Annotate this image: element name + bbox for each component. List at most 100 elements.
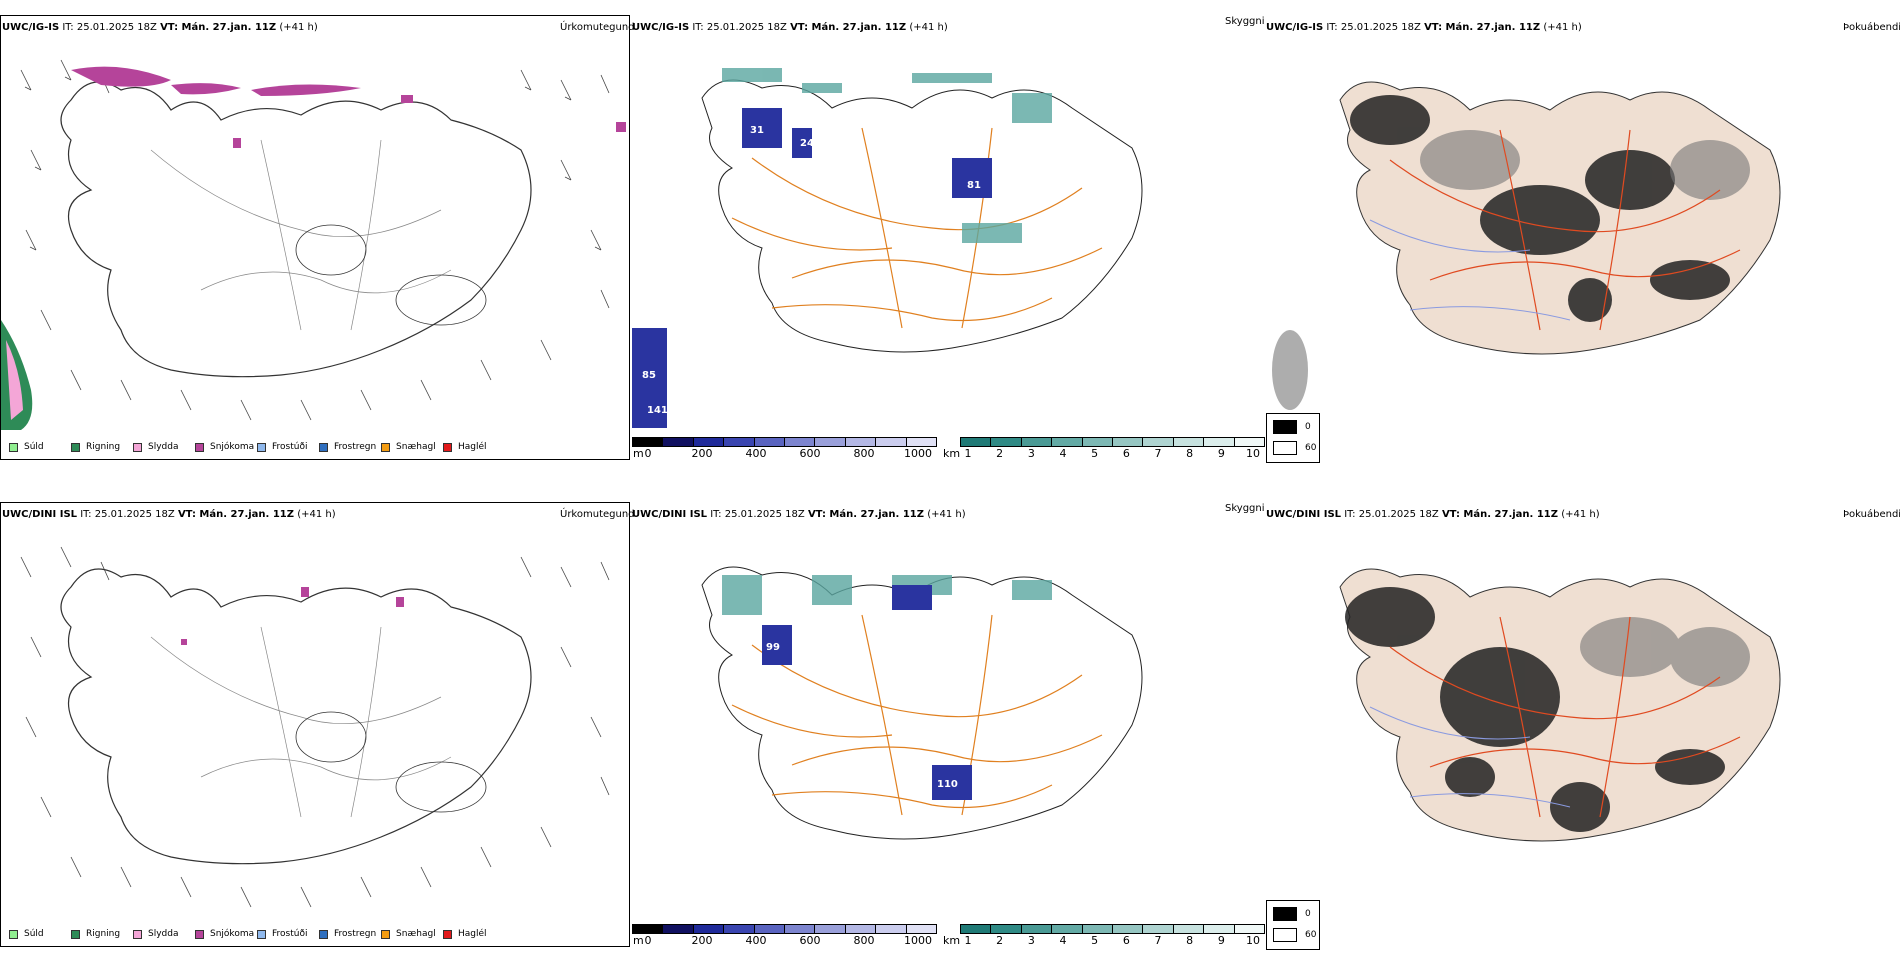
fog-map xyxy=(1339,568,1781,842)
colorbar-tick-label: 1000 xyxy=(904,934,932,947)
colorbar-tick-label: 800 xyxy=(853,447,875,460)
colorbar-tick-label: 10 xyxy=(1246,934,1260,947)
header-visibility: UWC/DINI ISL IT: 25.01.2025 18Z VT: Mán.… xyxy=(632,509,966,520)
colorbar-segment xyxy=(1234,438,1265,446)
legend-label: Slydda xyxy=(148,442,179,452)
colorbar-tick-label: 200 xyxy=(691,447,713,460)
colorbar-segment xyxy=(754,438,786,446)
colorbar-tick-label: 1000 xyxy=(904,447,932,460)
fog-legend: 0 60 xyxy=(1266,900,1320,950)
svg-text:24: 24 xyxy=(800,138,814,149)
colorbar-tick-label: 4 xyxy=(1059,934,1067,947)
colorbar-tick-label: 4 xyxy=(1059,447,1067,460)
visibility-unit: km xyxy=(943,447,961,460)
fog-high-label: 0 xyxy=(1305,422,1311,432)
legend-label: Frostúði xyxy=(272,929,308,939)
header-fog: UWC/DINI ISL IT: 25.01.2025 18Z VT: Mán.… xyxy=(1266,509,1600,520)
ceiling-unit: m xyxy=(633,447,644,460)
colorbar-segment xyxy=(876,438,907,446)
colorbar-tick-label: 8 xyxy=(1186,447,1194,460)
legend-swatch xyxy=(195,442,204,452)
legend-swatch xyxy=(195,929,204,939)
colorbar-segment xyxy=(876,925,907,933)
svg-text:141: 141 xyxy=(647,405,668,416)
legend-item: Snjókoma xyxy=(195,442,257,452)
precip-map xyxy=(1,59,626,430)
colorbar-tick-label: 9 xyxy=(1217,447,1225,460)
svg-text:110: 110 xyxy=(937,779,958,790)
legend-item: Frostúði xyxy=(257,442,319,452)
svg-text:81: 81 xyxy=(967,180,981,191)
wind-barbs xyxy=(20,546,610,908)
colorbar-tick-label: 7 xyxy=(1154,447,1162,460)
fog-low-label: 60 xyxy=(1305,930,1317,940)
legend-label: Snjókoma xyxy=(210,929,255,939)
colorbar-segment xyxy=(1143,438,1174,446)
legend-item: Slydda xyxy=(133,442,195,452)
fog-high-swatch xyxy=(1273,420,1297,434)
fog-high-swatch xyxy=(1273,907,1297,921)
colorbar-segment xyxy=(754,925,786,933)
colorbar-segment xyxy=(906,925,937,933)
legend-swatch xyxy=(257,929,266,939)
svg-text:245: 245 xyxy=(1060,90,1081,101)
colorbar-segment xyxy=(991,925,1022,933)
colorbar-segment xyxy=(845,925,877,933)
fog-low-swatch xyxy=(1273,441,1297,455)
colorbar-segment xyxy=(1173,925,1205,933)
colorbar-segment xyxy=(1204,438,1235,446)
fog-legend: 0 60 xyxy=(1266,413,1320,463)
legend-swatch xyxy=(443,442,452,452)
legend-label: Rigning xyxy=(86,442,121,452)
legend-item: Frostúði xyxy=(257,929,319,939)
wind-barbs xyxy=(20,59,610,421)
visibility-colorbar xyxy=(960,924,1265,934)
fog-high-label: 0 xyxy=(1305,909,1311,919)
legend-swatch xyxy=(319,442,328,452)
colorbar-segment xyxy=(1082,438,1114,446)
legend-swatch xyxy=(133,442,142,452)
fog-panel-title: Þokuábendi xyxy=(1843,22,1900,33)
legend-label: Snæhagl xyxy=(396,929,436,939)
colorbar-segment xyxy=(633,438,664,446)
colorbar-tick-label: 10 xyxy=(1246,447,1260,460)
colorbar-tick-label: 8 xyxy=(1186,934,1194,947)
colorbar-tick-label: 1 xyxy=(964,934,972,947)
legend-label: Snjókoma xyxy=(210,442,255,452)
precip-type-panel: Súld Rigning Slydda Snjókoma Frostúði Frostre… xyxy=(0,502,630,947)
legend-label: Snæhagl xyxy=(396,442,436,452)
colorbar-segment xyxy=(1204,925,1235,933)
colorbar-segment xyxy=(1052,925,1083,933)
legend-item: Snjókoma xyxy=(195,929,257,939)
colorbar-tick-label: 600 xyxy=(799,934,821,947)
legend-swatch xyxy=(381,442,390,452)
legend-swatch xyxy=(133,929,142,939)
colorbar-tick-label: 400 xyxy=(745,934,767,947)
colorbar-segment xyxy=(1021,925,1053,933)
legend-item: Snæhagl xyxy=(381,442,443,452)
colorbar-segment xyxy=(724,925,755,933)
legend-item: Frostregn xyxy=(319,929,381,939)
colorbar-segment xyxy=(1021,438,1053,446)
header-fog: UWC/IG-IS IT: 25.01.2025 18Z VT: Mán. 27… xyxy=(1266,22,1582,33)
colorbar-segment xyxy=(1082,925,1114,933)
precip-panel-title: Úrkomutegund xyxy=(560,509,635,520)
legend-swatch xyxy=(9,929,18,939)
colorbar-tick-label: 2 xyxy=(996,447,1004,460)
legend-item: Frostregn xyxy=(319,442,381,452)
legend-label: Súld xyxy=(24,929,44,939)
legend-label: Frostúði xyxy=(272,442,308,452)
legend-label: Slydda xyxy=(148,929,179,939)
legend-swatch xyxy=(9,442,18,452)
colorbar-segment xyxy=(815,438,846,446)
colorbar-tick-label: 5 xyxy=(1091,447,1099,460)
colorbar-tick-label: 0 xyxy=(644,447,652,460)
header-visibility: UWC/IG-IS IT: 25.01.2025 18Z VT: Mán. 27… xyxy=(632,22,948,33)
colorbar-segment xyxy=(1173,438,1205,446)
legend-item: Haglél xyxy=(443,929,505,939)
colorbar-tick-label: 7 xyxy=(1154,934,1162,947)
visibility-panel-title: Skyggni xyxy=(1225,16,1265,27)
colorbar-tick-label: 600 xyxy=(799,447,821,460)
colorbar-segment xyxy=(785,438,816,446)
colorbar-segment xyxy=(724,438,755,446)
